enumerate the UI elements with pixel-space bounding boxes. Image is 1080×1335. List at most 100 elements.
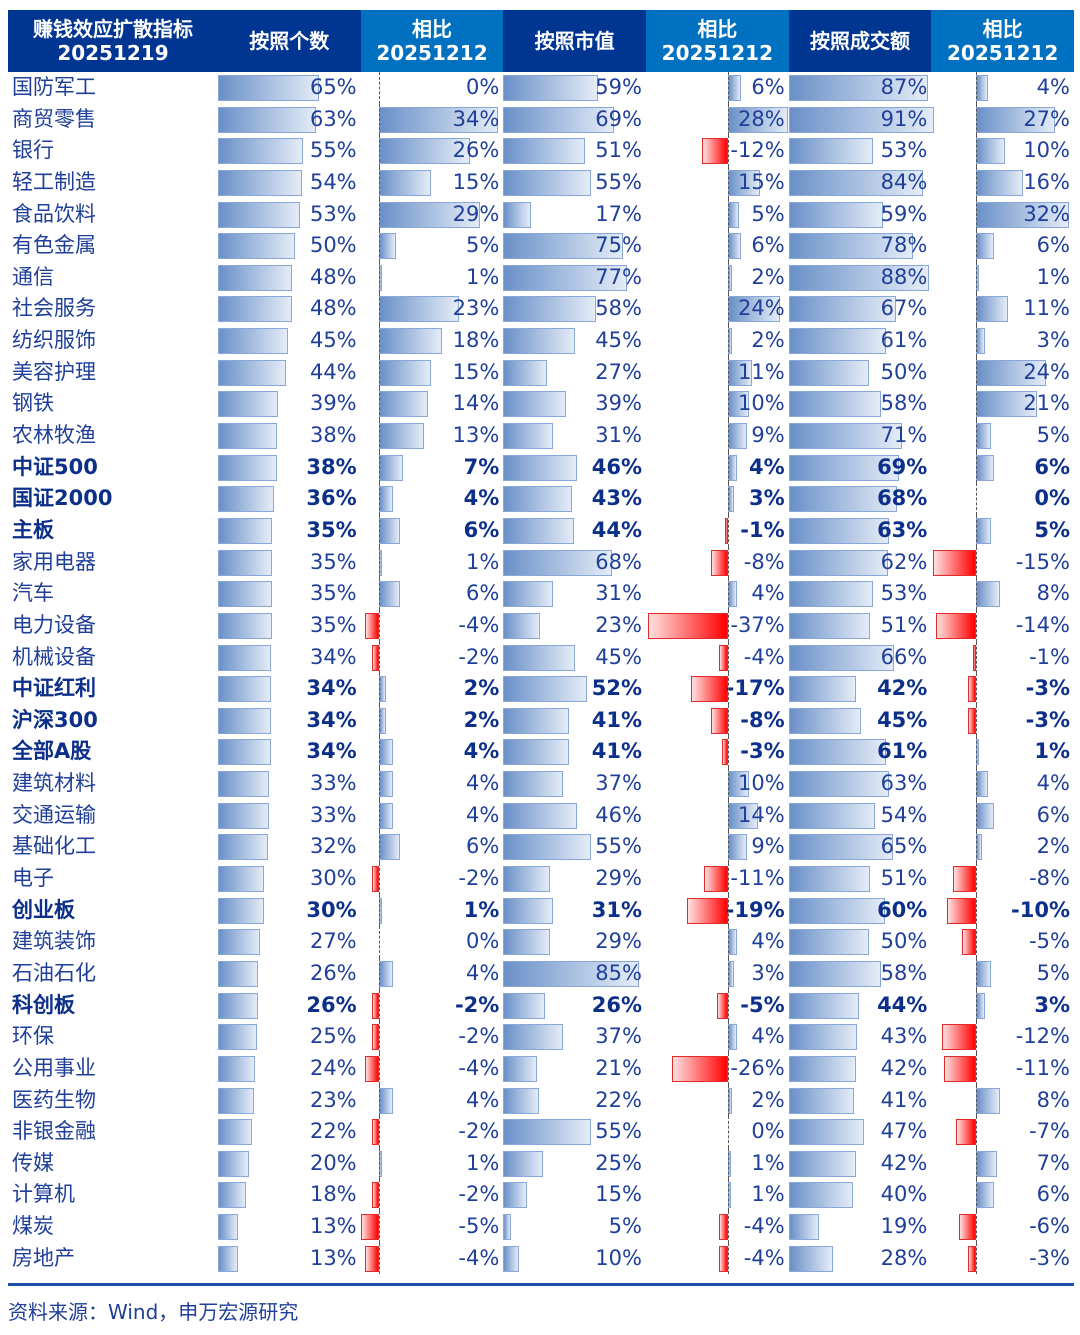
zero-axis [976, 261, 978, 294]
positive-bar [788, 549, 888, 576]
positive-bar [503, 138, 585, 165]
positive-bar [378, 802, 393, 829]
positive-bar [976, 1182, 994, 1209]
negative-bar [719, 644, 728, 671]
cell-value: 30% [309, 866, 357, 891]
positive-bar [503, 169, 592, 196]
cell-count-chg: -2% [361, 1021, 504, 1053]
cell-mktcap: 15% [503, 1179, 646, 1211]
zero-axis [378, 546, 380, 579]
zero-axis [378, 1084, 380, 1117]
positive-bar [378, 169, 432, 196]
zero-axis [976, 578, 978, 610]
cell-value: 58% [595, 296, 642, 321]
cell-value: 3% [1036, 328, 1070, 353]
cell-turnover: 53% [788, 135, 932, 167]
positive-bar [788, 1087, 855, 1114]
cell-mktcap: 29% [503, 863, 646, 895]
cell-count-chg: 0% [361, 926, 504, 958]
cell-value: 2% [463, 676, 500, 701]
zero-axis [378, 894, 380, 927]
cell-value: 4% [463, 486, 500, 511]
cell-value: 34% [309, 644, 357, 669]
cell-turnover: 50% [788, 926, 932, 958]
cell-turnover-chg: 10% [931, 135, 1074, 167]
table-row: 纺织服饰 45% 18% 45% 2% 61% 3% [8, 325, 1074, 357]
positive-bar [788, 960, 882, 987]
cell-count-chg: 4% [361, 957, 504, 990]
row-name: 全部A股 [12, 739, 92, 764]
zero-axis [378, 831, 380, 864]
positive-bar [503, 834, 592, 861]
cell-value: 7% [1036, 1150, 1070, 1175]
cell-mktcap-chg: 4% [646, 451, 789, 484]
cell-count: 35% [217, 515, 361, 547]
cell-count-chg: 4% [361, 799, 504, 832]
zero-axis [976, 894, 978, 927]
cell-count-chg: 4% [361, 483, 504, 515]
zero-axis [976, 1147, 978, 1180]
cell-value: 10% [737, 771, 785, 796]
cell-count-chg: 1% [361, 894, 504, 927]
cell-value: 69% [595, 106, 642, 131]
cell-value: 55% [595, 834, 642, 859]
table-row: 石油石化 26% 4% 85% 3% 58% 5% [8, 957, 1074, 990]
cell-value: -5% [458, 1214, 500, 1239]
cell-value: 22% [595, 1087, 642, 1112]
cell-turnover: 41% [788, 1085, 932, 1117]
positive-bar [788, 897, 885, 924]
cell-value: 69% [877, 454, 928, 479]
zero-axis [378, 72, 380, 104]
positive-bar [378, 517, 400, 544]
cell-turnover: 51% [788, 863, 932, 895]
footer-divider [8, 1283, 1074, 1286]
cell-count: 34% [217, 736, 361, 768]
cell-value: 34% [306, 739, 357, 764]
cell-value: 77% [595, 264, 642, 289]
positive-bar [788, 612, 871, 639]
zero-axis [727, 166, 729, 199]
cell-value: 15% [452, 169, 500, 194]
row-name: 交通运输 [12, 802, 96, 827]
cell-value: 85% [595, 960, 642, 985]
cell-mktcap-chg: -26% [646, 1052, 789, 1085]
zero-axis [378, 198, 380, 231]
positive-bar [217, 264, 293, 291]
cell-turnover-chg: -10% [931, 894, 1074, 927]
header-mktcap-chg: 相比 20251212 [645, 10, 789, 72]
zero-axis [727, 736, 729, 769]
positive-bar [217, 1182, 246, 1209]
cell-value: 10% [1023, 138, 1070, 163]
cell-value: 1% [465, 549, 500, 574]
positive-bar [788, 644, 895, 671]
cell-value: 5% [751, 201, 785, 226]
cell-turnover: 43% [788, 1021, 932, 1053]
positive-bar [503, 1245, 520, 1272]
cell-value: 33% [309, 771, 357, 796]
zero-axis [727, 1021, 729, 1053]
cell-count: 48% [217, 262, 361, 294]
cell-mktcap-chg: -5% [646, 989, 789, 1022]
cell-value: -3% [1029, 1245, 1070, 1270]
positive-bar [217, 802, 270, 829]
zero-axis [976, 103, 978, 136]
positive-bar [378, 296, 460, 323]
positive-bar [788, 992, 860, 1019]
header-count-label: 按照个数 [249, 29, 330, 53]
cell-value: -3% [1025, 707, 1070, 732]
positive-bar [217, 1245, 239, 1272]
zero-axis [976, 325, 978, 357]
cell-turnover: 28% [788, 1243, 932, 1275]
cell-turnover: 47% [788, 1116, 932, 1148]
zero-axis [976, 546, 978, 579]
cell-turnover: 45% [788, 705, 932, 737]
cell-turnover-chg: -5% [931, 926, 1074, 958]
zero-axis [976, 1116, 978, 1148]
positive-bar [503, 1150, 544, 1177]
cell-turnover: 42% [788, 1053, 932, 1085]
cell-value: 6% [751, 75, 785, 99]
cell-count-chg: -4% [361, 1242, 504, 1275]
cell-value: 39% [595, 391, 642, 416]
table-row: 国防军工 65% 0% 59% 6% 87% 4% [8, 72, 1074, 104]
positive-bar [788, 929, 869, 956]
